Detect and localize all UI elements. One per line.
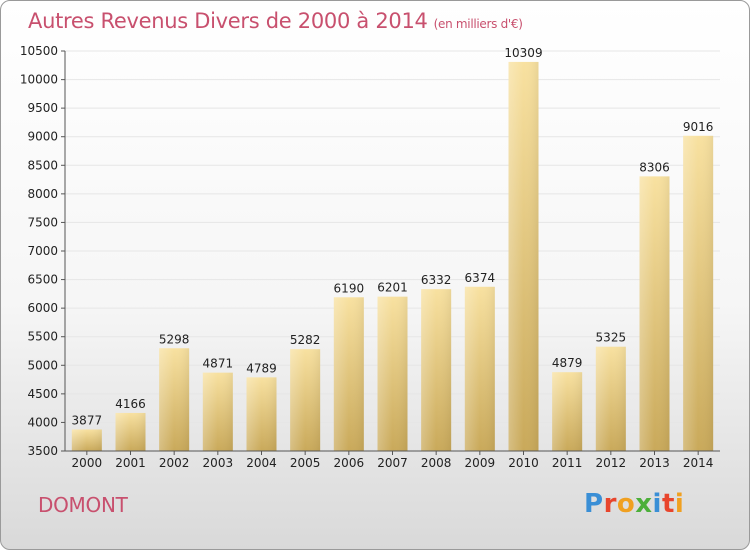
- value-label-2002: 5298: [159, 332, 190, 346]
- axes: [61, 50, 720, 455]
- x-tick-label-2001: 2001: [115, 456, 146, 470]
- y-tick-label: 8000: [27, 187, 58, 201]
- bar-shade-2002: [159, 348, 190, 451]
- x-tick-label-2011: 2011: [552, 456, 583, 470]
- bar-shade-2009: [464, 286, 495, 451]
- bar-shade-2011: [552, 372, 583, 451]
- bar-shade-2003: [202, 372, 233, 451]
- x-tick-label-2006: 2006: [334, 456, 365, 470]
- value-label-2013: 8306: [639, 160, 670, 174]
- logo-letter: o: [616, 489, 636, 519]
- value-label-2000: 3877: [72, 413, 103, 427]
- bar-shade-2001: [115, 412, 146, 451]
- bar-shade-2007: [377, 296, 408, 451]
- x-tick-label-2012: 2012: [596, 456, 627, 470]
- x-tick-label-2004: 2004: [246, 456, 277, 470]
- proxiti-logo: Proxiti: [584, 489, 684, 519]
- y-tick-label: 7000: [27, 244, 58, 258]
- y-tick-label: 5500: [27, 330, 58, 344]
- bar-shade-2004: [246, 377, 277, 451]
- value-label-2003: 4871: [203, 357, 234, 371]
- x-tick-label-2013: 2013: [639, 456, 670, 470]
- chart-unit: (en milliers d'€): [433, 17, 523, 31]
- bars: [71, 61, 714, 452]
- y-tick-label: 9500: [27, 101, 58, 115]
- value-label-2014: 9016: [683, 120, 714, 134]
- logo-letter: i: [652, 489, 662, 519]
- y-tick-label: 9000: [27, 130, 58, 144]
- bar-shade-2005: [290, 349, 321, 451]
- bar-shade-2000: [71, 429, 102, 451]
- y-tick-label: 8500: [27, 158, 58, 172]
- value-label-2009: 6374: [465, 271, 496, 285]
- y-tick-label: 10500: [20, 44, 58, 58]
- logo-letter: i: [674, 489, 685, 519]
- x-tick-label-2014: 2014: [683, 456, 714, 470]
- x-tick-label-2009: 2009: [465, 456, 496, 470]
- x-tick-label-2003: 2003: [203, 456, 234, 470]
- bar-shade-2014: [683, 135, 714, 452]
- logo-letter: x: [635, 489, 653, 519]
- logo-letter: P: [584, 489, 604, 519]
- logo-letter: r: [603, 489, 617, 519]
- city-name: DOMONT: [38, 493, 128, 517]
- y-tick-label: 7500: [27, 215, 58, 229]
- y-tick-label: 6000: [27, 301, 58, 315]
- chart-title: Autres Revenus Divers de 2000 à 2014 (en …: [28, 9, 523, 33]
- x-tick-label-2008: 2008: [421, 456, 452, 470]
- bar-shade-2006: [333, 297, 364, 451]
- x-tick-label-2005: 2005: [290, 456, 321, 470]
- value-label-2012: 5325: [596, 331, 627, 345]
- bar-shade-2008: [421, 289, 452, 451]
- y-tick-label: 10000: [20, 73, 58, 87]
- x-tick-label-2007: 2007: [377, 456, 408, 470]
- y-tick-label: 5000: [27, 358, 58, 372]
- value-label-2006: 6190: [334, 281, 365, 295]
- bar-shade-2010: [508, 61, 539, 452]
- y-tick-label: 4000: [27, 415, 58, 429]
- value-label-2005: 5282: [290, 333, 321, 347]
- x-tick-label-2000: 2000: [72, 456, 103, 470]
- value-label-2011: 4879: [552, 356, 583, 370]
- logo-letter: t: [661, 489, 675, 519]
- value-label-2007: 6201: [377, 281, 408, 295]
- y-tick-label: 3500: [27, 444, 58, 458]
- value-label-2001: 4166: [115, 397, 146, 411]
- bar-shade-2013: [639, 176, 670, 451]
- x-tick-label-2010: 2010: [508, 456, 539, 470]
- y-tick-label: 6500: [27, 273, 58, 287]
- bar-shade-2012: [595, 346, 626, 451]
- value-label-2004: 4789: [246, 361, 277, 375]
- chart-title-text: Autres Revenus Divers de 2000 à 2014: [28, 9, 428, 33]
- value-label-2010: 10309: [504, 46, 542, 60]
- x-tick-label-2002: 2002: [159, 456, 190, 470]
- value-label-2008: 6332: [421, 273, 452, 287]
- labels: 3500 4000 4500 5000 5500 6000 6500 7000 7500 8000…: [20, 44, 714, 470]
- y-tick-label: 4500: [27, 387, 58, 401]
